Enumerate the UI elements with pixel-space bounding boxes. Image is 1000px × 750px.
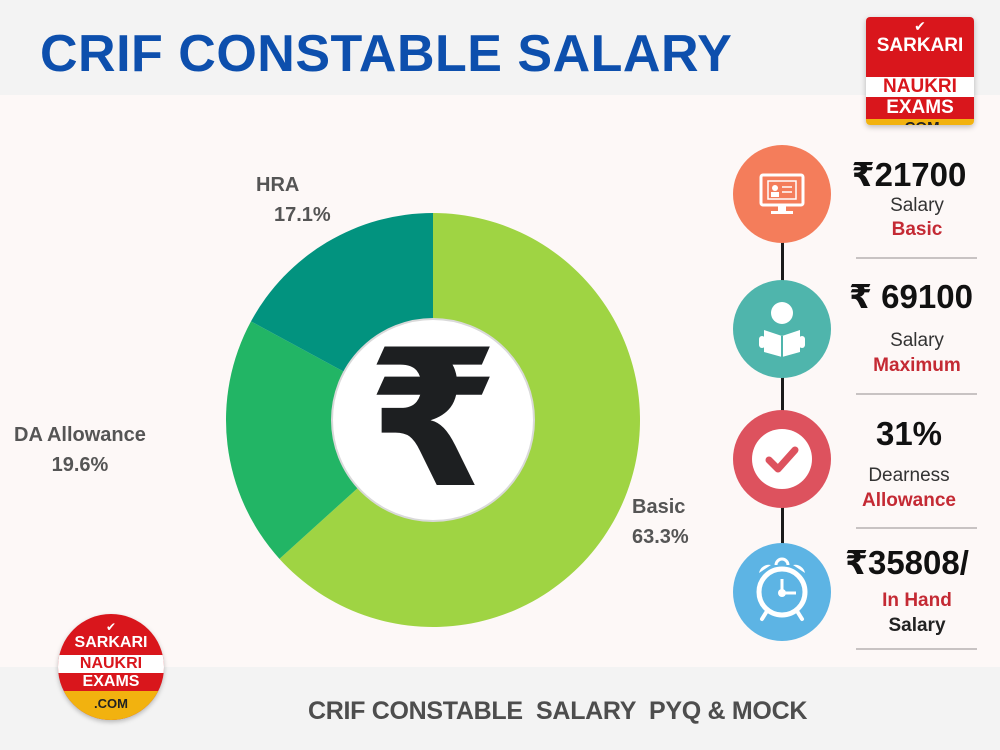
site-logo[interactable]: ✔ SARKARI NAUKRI EXAMS .COM <box>866 17 974 125</box>
stat-da-value: 31% <box>875 415 943 452</box>
label-hra: HRA 17.1% <box>256 174 331 226</box>
stat-da-line1: Dearness <box>868 465 950 486</box>
donut-center <box>331 318 535 522</box>
divider <box>856 648 977 650</box>
reader-icon <box>759 302 805 357</box>
stat-da-line2: Allowance <box>862 490 956 511</box>
stat-basic-value: ₹21700 <box>851 156 967 193</box>
stat-basic-line1: Salary <box>890 195 944 216</box>
label-da: DA Allowance 19.6% <box>14 424 146 476</box>
stat-maximum-line2: Maximum <box>873 355 961 376</box>
stat-inhand-line2: Salary <box>888 615 946 636</box>
stat-inhand-line1: In Hand <box>882 590 952 611</box>
logo-text-com: .COM <box>866 119 974 125</box>
check-icon <box>752 429 812 489</box>
logo-text-exams: EXAMS <box>82 673 140 690</box>
stat-maximum-line1: Salary <box>890 330 944 351</box>
stat-inhand-circle <box>733 543 831 641</box>
stat-maximum-value: ₹ 69100 <box>849 278 973 315</box>
page-title: CRIF CONSTABLE SALARY <box>40 25 733 83</box>
check-icon: ✔ <box>105 620 117 634</box>
divider <box>856 393 977 395</box>
stat-maximum-circle <box>733 280 831 378</box>
label-basic: Basic 63.3% <box>632 496 689 548</box>
logo-text-naukri: NAUKRI <box>866 77 974 97</box>
logo-text-sarkari: SARKARI <box>74 634 148 651</box>
slice-da-allowance <box>225 321 433 559</box>
stat-basic-circle <box>733 145 831 243</box>
logo-text-exams: EXAMS <box>866 97 974 119</box>
stat-basic-line2: Basic <box>891 219 943 240</box>
header-band <box>0 0 1000 95</box>
check-icon: ✔ <box>914 18 926 34</box>
footer-band <box>0 667 1000 750</box>
monitor-id-icon <box>759 173 805 214</box>
stat-inhand-value: ₹35808/ <box>845 544 969 581</box>
site-logo-round[interactable]: ✔ SARKARI NAUKRI EXAMS .COM <box>58 614 164 720</box>
logo-text-sarkari: SARKARI <box>876 35 964 56</box>
stat-da-circle <box>733 410 831 508</box>
logo-text-naukri: NAUKRI <box>58 655 164 673</box>
rupee-icon: ₹ <box>366 309 500 530</box>
alarm-clock-icon <box>756 557 808 621</box>
footer-caption: CRIF CONSTABLE SALARY PYQ & MOCK <box>308 697 808 725</box>
timeline-line <box>781 200 784 600</box>
divider <box>856 257 977 259</box>
divider <box>856 527 977 529</box>
